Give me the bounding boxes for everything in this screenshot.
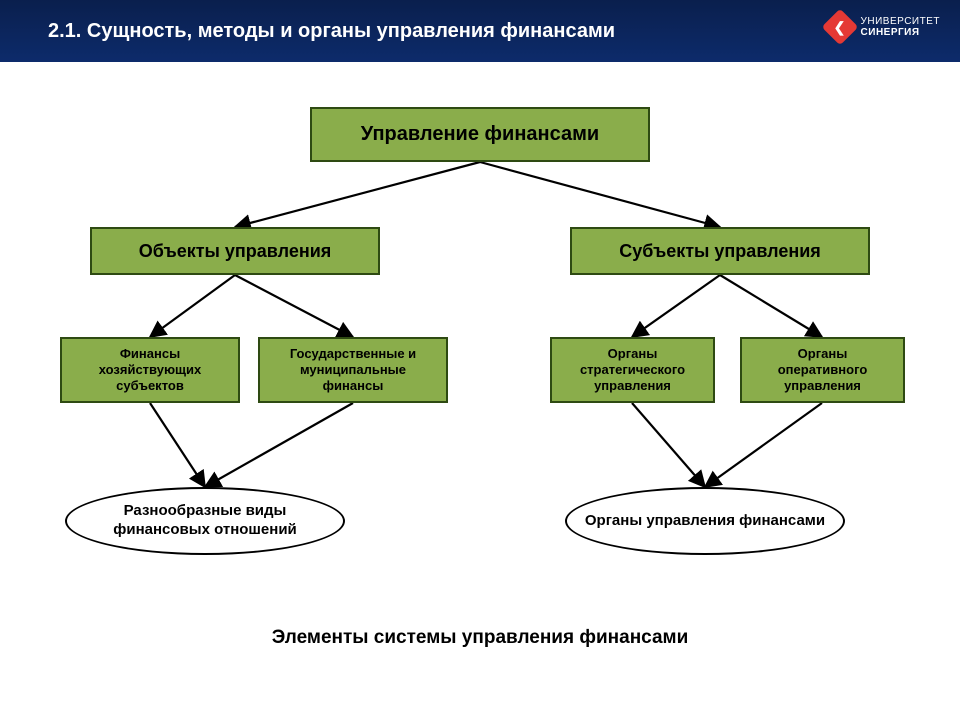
node-root: Управление финансами	[310, 107, 650, 162]
node-fin-entities: Финансы хозяйствующих субъектов	[60, 337, 240, 403]
node-gov-finance: Государственные и муниципальные финансы	[258, 337, 448, 403]
logo-diamond-icon: ❮	[821, 9, 858, 46]
ellipse-bodies: Органы управления финансами	[565, 487, 845, 555]
diagram-canvas: Управление финансами Объекты управления …	[0, 62, 960, 720]
node-objects: Объекты управления	[90, 227, 380, 275]
header-bar: 2.1. Сущность, методы и органы управлени…	[0, 0, 960, 62]
logo: ❮ УНИВЕРСИТЕТ СИНЕРГИЯ	[827, 14, 940, 40]
chevron-left-icon: ❮	[834, 18, 846, 35]
caption: Элементы системы управления финансами	[0, 627, 960, 649]
slide-title: 2.1. Сущность, методы и органы управлени…	[48, 20, 615, 43]
node-operative: Органы оперативного управления	[740, 337, 905, 403]
logo-text: УНИВЕРСИТЕТ СИНЕРГИЯ	[861, 16, 940, 38]
node-strategic: Органы стратегического управления	[550, 337, 715, 403]
node-subjects: Субъекты управления	[570, 227, 870, 275]
ellipse-relations: Разнообразные виды финансовых отношений	[65, 487, 345, 555]
